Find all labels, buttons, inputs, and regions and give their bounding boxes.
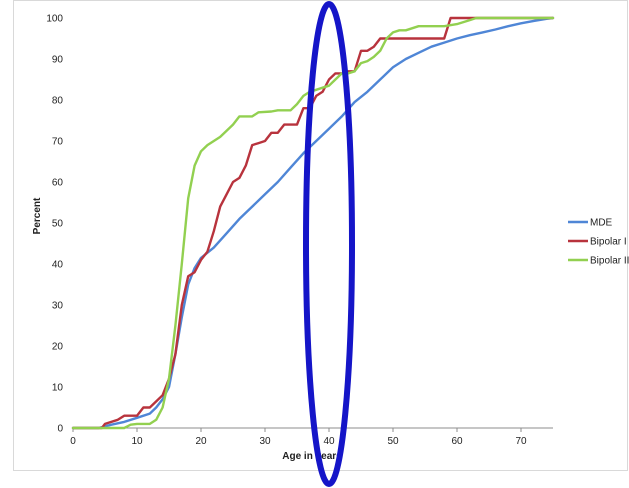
y-tick-label: 90 bbox=[52, 55, 64, 66]
series-lines bbox=[71, 16, 555, 430]
legend-label: MDE bbox=[590, 218, 613, 229]
highlight-ellipse bbox=[303, 1, 355, 487]
x-axis-title: Age in years bbox=[282, 451, 342, 462]
x-tick-label: 50 bbox=[387, 436, 399, 447]
y-tick-label: 70 bbox=[52, 137, 64, 148]
legend-label: Bipolar I bbox=[590, 237, 627, 248]
x-tick-label: 40 bbox=[323, 436, 335, 447]
y-tick-label: 20 bbox=[52, 342, 64, 353]
x-tick-label: 70 bbox=[515, 436, 527, 447]
y-tick-label: 80 bbox=[52, 96, 64, 107]
y-tick-label: 30 bbox=[52, 301, 64, 312]
x-tick-label: 10 bbox=[131, 436, 143, 447]
y-tick-label: 10 bbox=[52, 383, 64, 394]
series-line-bipolar-i bbox=[71, 16, 555, 430]
y-tick-label: 40 bbox=[52, 260, 64, 271]
legend-label: Bipolar II bbox=[590, 256, 629, 267]
x-tick-label: 20 bbox=[195, 436, 207, 447]
x-tick-label: 60 bbox=[451, 436, 463, 447]
chart-frame bbox=[13, 0, 628, 471]
x-tick-label: 0 bbox=[70, 436, 76, 447]
y-tick-label: 100 bbox=[46, 14, 63, 25]
y-tick-label: 60 bbox=[52, 178, 64, 189]
y-tick-label: 0 bbox=[57, 424, 63, 435]
series-line-mde bbox=[71, 16, 555, 430]
series-line-bipolar-ii bbox=[71, 16, 555, 430]
x-tick-label: 30 bbox=[259, 436, 271, 447]
x-axis-ticks: 0 10 20 30 40 50 60 70 bbox=[70, 428, 527, 447]
legend: MDE Bipolar I Bipolar II bbox=[568, 218, 629, 267]
y-axis-title: Percent bbox=[32, 197, 43, 234]
y-axis-ticks: 0 10 20 30 40 50 60 70 80 90 100 bbox=[46, 14, 63, 435]
y-tick-label: 50 bbox=[52, 219, 64, 230]
